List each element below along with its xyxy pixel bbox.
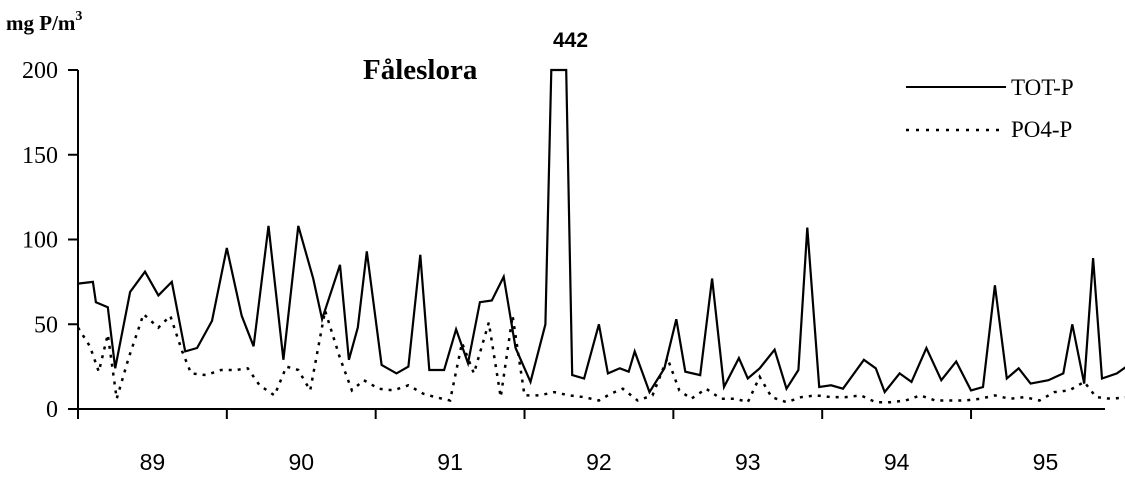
axes xyxy=(77,70,1105,410)
series-line-tot-p xyxy=(77,68,1125,395)
legend: TOT-P PO4-P xyxy=(906,75,1074,142)
peak-annotation: 442 xyxy=(553,29,588,52)
legend-label-po4-p: PO4-P xyxy=(1011,117,1072,142)
x-tick-label: 89 xyxy=(140,449,166,475)
y-tick-label: 50 xyxy=(34,312,58,338)
legend-label-tot-p: TOT-P xyxy=(1011,75,1074,100)
x-tick-label: 90 xyxy=(288,449,314,475)
y-tick-label: 0 xyxy=(46,397,58,423)
x-tick-label: 92 xyxy=(586,449,612,475)
y-tick-label: 150 xyxy=(22,143,58,169)
chart-title: Fåleslora xyxy=(363,54,478,86)
series-line-po4-p xyxy=(76,310,1125,404)
x-tick-label: 94 xyxy=(884,449,910,475)
x-tick-label: 93 xyxy=(735,449,761,475)
x-ticks: 89 90 91 92 93 94 95 xyxy=(77,409,1059,475)
y-axis-label: mg P/m3 xyxy=(6,9,82,35)
y-axis-label-text: mg P/m xyxy=(6,11,76,35)
y-tick-label: 200 xyxy=(22,58,58,84)
y-axis-label-superscript: 3 xyxy=(75,9,82,24)
y-tick-label: 100 xyxy=(22,228,58,254)
y-ticks: 0 50 100 150 200 xyxy=(22,58,78,423)
x-tick-label: 91 xyxy=(437,449,463,475)
x-tick-label: 95 xyxy=(1033,449,1059,475)
series-layer xyxy=(76,68,1125,404)
